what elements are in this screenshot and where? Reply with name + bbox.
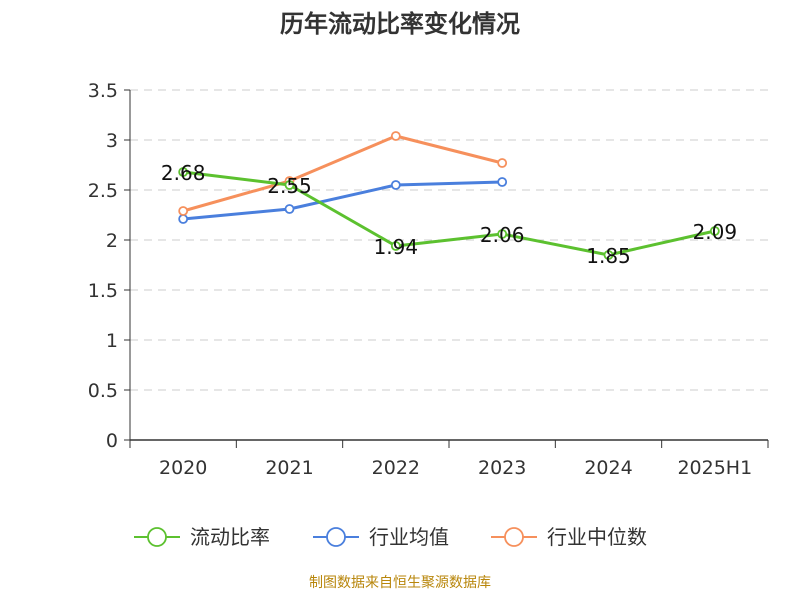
data-label: 1.85 (586, 244, 631, 268)
series-line (182, 134, 503, 213)
x-tick-label: 2025H1 (677, 457, 752, 479)
data-label: 2.68 (161, 161, 206, 185)
data-point (284, 180, 295, 190)
y-tick-label: 3.5 (88, 80, 118, 102)
y-tick-label: 2.5 (88, 180, 118, 202)
y-tick-label: 0 (106, 430, 118, 452)
chart-title: 历年流动比率变化情况 (280, 10, 520, 38)
legend-swatch-marker (147, 527, 167, 547)
legend-swatch-marker (504, 527, 524, 547)
data-labels: 2.68 2.55 1.94 2.06 1.85 2.09 (161, 161, 737, 268)
x-tick-label: 2021 (265, 457, 313, 479)
x-tick-label: 2023 (478, 457, 526, 479)
legend[interactable]: 流动比率 行业均值 行业中位数 (134, 525, 647, 549)
legend-item[interactable]: 行业中位数 (491, 525, 647, 549)
legend-label: 流动比率 (190, 525, 270, 549)
series-lines (178, 131, 720, 260)
x-tick-label: 2024 (584, 457, 632, 479)
series-line (182, 170, 716, 257)
source-note: 制图数据来自恒生聚源数据库 (309, 575, 491, 591)
y-tick-label: 1.5 (88, 280, 118, 302)
data-point (390, 180, 401, 190)
x-tick-label: 2020 (159, 457, 207, 479)
data-point (284, 204, 295, 214)
y-tick-label: 3 (106, 130, 118, 152)
data-label: 2.55 (267, 174, 312, 198)
data-point (178, 167, 189, 177)
x-tick-label: 2022 (372, 457, 420, 479)
data-point (178, 206, 189, 216)
data-point (178, 214, 189, 224)
data-label: 2.09 (693, 220, 738, 244)
legend-label: 行业中位数 (547, 525, 647, 549)
series-line (183, 180, 503, 221)
data-label: 2.06 (480, 223, 525, 247)
data-point (497, 177, 508, 187)
y-tick-label: 0.5 (88, 380, 118, 402)
data-point (497, 229, 508, 239)
data-point (390, 131, 401, 141)
legend-label: 行业均值 (369, 525, 449, 549)
data-point (709, 226, 720, 236)
data-label: 1.94 (374, 235, 419, 259)
legend-item[interactable]: 流动比率 (134, 525, 270, 549)
y-tick-label: 1 (106, 330, 118, 352)
legend-swatch-marker (326, 527, 346, 547)
legend-item[interactable]: 行业均值 (313, 525, 449, 549)
data-point (390, 241, 401, 251)
y-tick-label: 2 (106, 230, 118, 252)
data-point (497, 158, 508, 168)
data-point (603, 250, 614, 260)
axes: 0 0.5 1 1.5 2 2.5 3 3.5 2020 2021 2022 2023 2024 2025… (88, 80, 769, 479)
